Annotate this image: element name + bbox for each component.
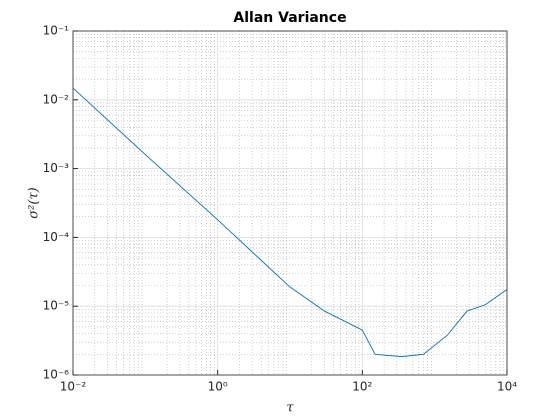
chart-title: Allan Variance [233, 10, 346, 26]
x-tick-label: 10⁰ [208, 380, 228, 394]
x-tick-label: 10² [352, 380, 372, 394]
series-line [72, 87, 508, 358]
y-tick-label: 10⁻⁵ [43, 299, 70, 313]
x-axis-label: τ [286, 401, 294, 416]
axes-box [72, 30, 508, 376]
y-tick-label: 10⁻¹ [43, 24, 70, 38]
y-tick-label: 10⁻⁴ [43, 230, 70, 244]
x-tick-label: 10⁴ [497, 380, 517, 394]
y-tick-label: 10⁻³ [43, 161, 70, 175]
x-tick-label: 10⁻² [60, 380, 87, 394]
y-axis-label: σ²(τ) [27, 187, 42, 218]
grid [73, 31, 507, 375]
y-tick-label: 10⁻² [43, 92, 70, 106]
y-tick-label: 10⁻⁶ [43, 368, 70, 382]
